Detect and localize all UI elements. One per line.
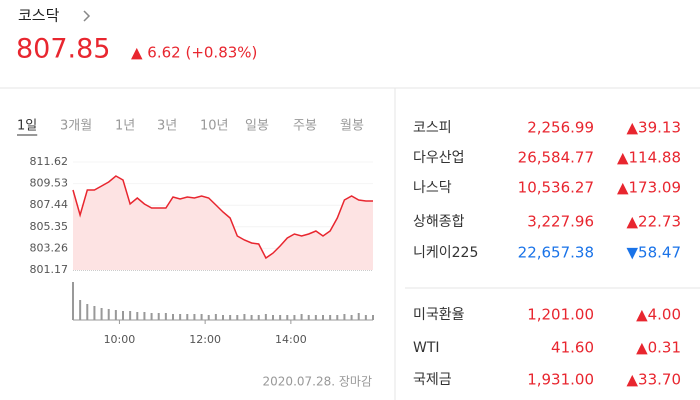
y-tick-label: 809.53 (30, 177, 69, 190)
volume-bar (200, 314, 203, 320)
index-change[interactable]: ▼58.47 (627, 244, 681, 262)
volume-bar (222, 315, 224, 320)
index-value[interactable]: 1,931.00 (527, 371, 594, 389)
index-value[interactable]: 3,227.96 (527, 213, 594, 231)
volume-bar (150, 313, 153, 320)
index-name[interactable]: 미국환율 (413, 307, 465, 323)
x-tick-label: 10:00 (104, 333, 136, 346)
y-tick-label: 803.26 (30, 241, 69, 254)
volume-bar (143, 312, 146, 320)
index-change[interactable]: ▲33.70 (627, 371, 681, 389)
y-tick-label: 805.35 (30, 220, 69, 233)
volume-bar (136, 312, 139, 320)
volume-bar (122, 311, 124, 320)
index-name[interactable]: WTI (413, 340, 440, 356)
y-tick-label: 807.44 (30, 198, 69, 211)
index-value[interactable]: 2,256.99 (527, 119, 594, 137)
volume-bar (236, 315, 239, 320)
volume-bar (207, 315, 210, 320)
index-change[interactable]: ▲173.09 (617, 179, 681, 197)
volume-bar (286, 315, 289, 320)
volume-bar (157, 313, 160, 320)
volume-bar (343, 314, 346, 320)
price-area (73, 176, 373, 270)
chevron-icon[interactable] (83, 10, 91, 22)
volume-bar (79, 300, 82, 320)
price: 807.85 (16, 34, 110, 65)
volume-bar (279, 315, 282, 320)
index-change[interactable]: ▲0.31 (636, 339, 681, 357)
volume-bar (114, 310, 117, 320)
period-tab[interactable]: 3개월 (60, 119, 92, 134)
period-tab[interactable]: 1일 (17, 119, 37, 134)
volume-bar (107, 309, 110, 320)
period-tab[interactable]: 주봉 (293, 119, 317, 134)
x-tick-label: 12:00 (189, 333, 221, 346)
index-change[interactable]: ▲114.88 (617, 149, 681, 167)
volume-bar (243, 314, 246, 320)
volume-bar (300, 314, 303, 320)
volume-bar (257, 315, 260, 320)
y-tick-label: 811.62 (30, 155, 69, 168)
volume-bar (329, 315, 332, 320)
index-change[interactable]: ▲39.13 (627, 119, 681, 137)
volume-bar (214, 314, 217, 320)
volume-bar (164, 313, 167, 320)
period-tab[interactable]: 10년 (200, 119, 229, 134)
timestamp: 2020.07.28. 장마감 (263, 375, 372, 389)
index-value[interactable]: 10,536.27 (518, 179, 594, 197)
index-name[interactable]: 다우산업 (413, 150, 465, 166)
volume-bar (272, 315, 274, 320)
volume-bar (250, 315, 253, 320)
index-title[interactable]: 코스닥 (18, 7, 60, 25)
volume-bar (193, 314, 196, 320)
period-tab[interactable]: 월봉 (340, 119, 364, 134)
y-tick-label: 801.17 (30, 263, 69, 276)
volume-bar (364, 315, 367, 320)
index-name[interactable]: 상해종합 (413, 214, 465, 230)
index-value[interactable]: 1,201.00 (527, 306, 594, 324)
volume-bar (86, 304, 89, 320)
volume-bar (322, 315, 324, 320)
volume-bar (336, 315, 339, 320)
volume-bar (357, 313, 360, 320)
period-tab[interactable]: 일봉 (245, 119, 269, 134)
volume-bar (372, 315, 374, 320)
index-name[interactable]: 국제금 (413, 372, 452, 388)
volume-bar (229, 315, 232, 320)
volume-bar (350, 315, 353, 320)
index-name[interactable]: 나스닥 (413, 180, 452, 196)
price-change: ▲ 6.62 (+0.83%) (131, 44, 257, 62)
volume-bar (179, 314, 182, 320)
volume-bar (100, 308, 103, 320)
price-line (72, 175, 373, 260)
volume-bar (172, 314, 174, 320)
index-name[interactable]: 코스피 (413, 120, 452, 136)
volume-bar (93, 306, 96, 320)
index-name[interactable]: 니케이225 (413, 245, 478, 261)
index-change[interactable]: ▲4.00 (636, 306, 681, 324)
index-change[interactable]: ▲22.73 (627, 213, 681, 231)
period-tab[interactable]: 3년 (157, 119, 177, 134)
x-tick-label: 14:00 (275, 333, 307, 346)
volume-bar (72, 282, 74, 320)
index-value[interactable]: 26,584.77 (518, 149, 594, 167)
index-value[interactable]: 22,657.38 (518, 244, 594, 262)
volume-bar (293, 315, 296, 320)
volume-bar (314, 315, 317, 320)
volume-bar (264, 314, 267, 320)
index-value[interactable]: 41.60 (551, 339, 594, 357)
volume-bar (186, 314, 189, 320)
volume-bar (307, 315, 310, 320)
volume-bar (129, 311, 132, 320)
period-tab[interactable]: 1년 (115, 119, 135, 134)
